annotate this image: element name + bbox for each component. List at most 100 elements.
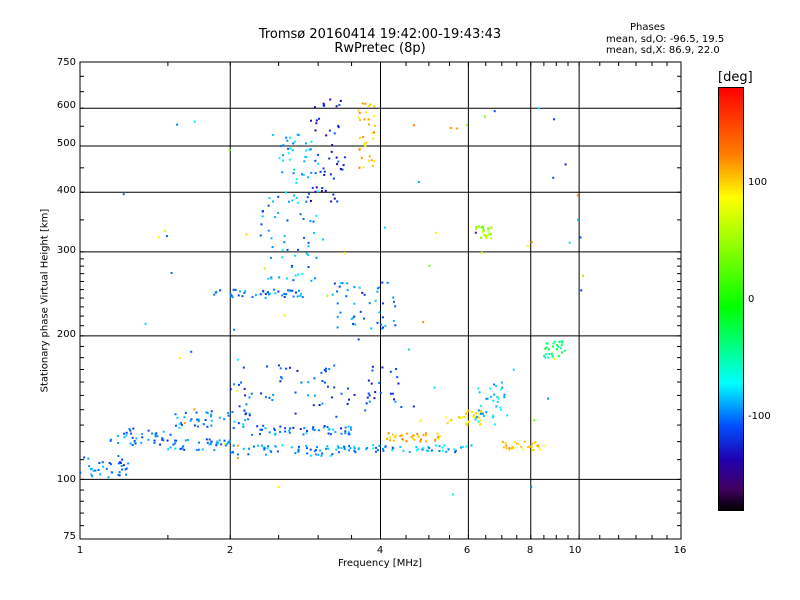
echo-point: [236, 457, 239, 460]
echo-point: [332, 193, 335, 196]
echo-point: [346, 282, 349, 285]
echo-point: [280, 145, 283, 148]
echo-point: [374, 299, 377, 302]
echo-point: [412, 405, 415, 408]
echo-point: [335, 105, 338, 108]
echo-point: [270, 277, 273, 280]
echo-point: [481, 230, 484, 233]
y-tick-label: 500: [56, 138, 76, 149]
echo-point: [382, 449, 385, 452]
echo-point: [267, 277, 270, 280]
echo-point: [169, 433, 172, 436]
echo-point: [236, 453, 239, 456]
echo-point: [187, 438, 190, 441]
echo-point: [468, 420, 471, 423]
echo-point: [523, 440, 526, 443]
echo-point: [503, 393, 506, 396]
echo-point: [189, 419, 192, 422]
echo-point: [368, 394, 371, 397]
echo-point: [367, 392, 370, 395]
echo-point: [181, 447, 184, 450]
echo-point: [336, 163, 339, 166]
echo-point: [129, 429, 132, 432]
echo-point: [480, 237, 483, 240]
echo-point: [430, 449, 433, 452]
echo-point: [289, 427, 292, 430]
echo-point: [560, 340, 563, 343]
echo-point: [288, 429, 291, 432]
echo-point: [517, 443, 520, 446]
echo-point: [154, 433, 157, 436]
echo-point: [477, 409, 480, 412]
echo-point: [280, 377, 283, 380]
echo-point: [483, 414, 486, 417]
echo-point: [286, 248, 289, 251]
echo-point: [232, 444, 235, 447]
echo-point: [228, 149, 231, 152]
colorbar-tick-label: 0: [748, 294, 755, 305]
echo-point: [197, 448, 200, 451]
echo-point: [83, 456, 86, 459]
echo-point: [300, 292, 303, 295]
echo-point: [294, 291, 297, 294]
echo-point: [475, 416, 478, 419]
echo-point: [505, 447, 508, 450]
echo-point: [326, 294, 329, 297]
echo-point: [344, 426, 347, 429]
echo-point: [283, 314, 286, 317]
echo-point: [279, 367, 282, 370]
echo-point: [436, 432, 439, 435]
echo-point: [352, 445, 355, 448]
echo-point: [256, 425, 259, 428]
echo-point: [196, 425, 199, 428]
echo-point: [363, 118, 366, 121]
echo-point: [261, 209, 264, 212]
echo-point: [291, 264, 294, 267]
echo-point: [316, 153, 319, 156]
echo-point: [487, 233, 490, 236]
echo-point: [389, 436, 392, 439]
echo-point: [366, 396, 369, 399]
echo-point: [434, 438, 437, 441]
echo-point: [244, 419, 247, 422]
echo-point: [371, 137, 374, 140]
echo-point: [481, 412, 484, 415]
echo-point: [499, 408, 502, 411]
echo-point: [287, 152, 290, 155]
x-tick-label: 4: [376, 545, 384, 556]
echo-point: [363, 142, 366, 145]
echo-point: [312, 404, 315, 407]
echo-point: [391, 392, 394, 395]
echo-point: [513, 440, 516, 443]
echo-point: [371, 369, 374, 372]
echo-point: [337, 124, 340, 127]
echo-point: [343, 447, 346, 450]
echo-point: [478, 412, 481, 415]
echo-point: [544, 356, 547, 359]
echo-point: [319, 449, 322, 452]
echo-point: [552, 342, 555, 345]
echo-point: [421, 448, 424, 451]
echo-point: [197, 441, 200, 444]
echo-point: [230, 451, 233, 454]
echo-point: [90, 473, 93, 476]
echo-point: [389, 370, 392, 373]
echo-point: [417, 180, 420, 183]
echo-point: [321, 402, 324, 405]
echo-point: [495, 405, 498, 408]
echo-point: [302, 433, 305, 436]
echo-point: [478, 416, 481, 419]
echo-point: [339, 282, 342, 285]
echo-point: [348, 449, 351, 452]
echo-point: [293, 194, 296, 197]
echo-point: [478, 391, 481, 394]
echo-point: [210, 440, 213, 443]
echo-point: [338, 104, 341, 107]
echo-point: [210, 413, 213, 416]
echo-point: [307, 176, 310, 179]
echo-point: [261, 215, 264, 218]
echo-point: [368, 302, 371, 305]
echo-point: [287, 147, 290, 150]
echo-point: [99, 473, 102, 476]
echo-point: [208, 443, 211, 446]
